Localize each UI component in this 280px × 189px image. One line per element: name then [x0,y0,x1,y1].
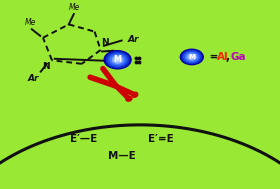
Circle shape [113,56,123,63]
Circle shape [182,50,202,64]
Text: Al: Al [217,52,228,62]
Text: Ga: Ga [231,52,246,62]
Text: N: N [42,62,50,71]
Circle shape [115,85,117,87]
Circle shape [180,49,203,65]
Circle shape [187,54,196,60]
Circle shape [110,55,125,65]
Circle shape [186,53,198,61]
Circle shape [115,58,121,62]
Circle shape [104,51,131,69]
Text: Me: Me [69,3,80,12]
Text: M—E: M—E [108,151,136,161]
Text: Ar: Ar [127,35,139,44]
Circle shape [189,55,194,59]
Circle shape [184,52,200,62]
Circle shape [106,52,129,67]
Circle shape [108,53,127,66]
Text: M: M [188,54,195,60]
Text: =: = [206,52,222,62]
Text: Ar: Ar [28,74,39,83]
Text: N: N [101,38,109,46]
Text: M: M [114,55,122,64]
Text: Me: Me [24,18,36,27]
Text: ,: , [226,52,234,62]
Text: E′=E: E′=E [148,134,174,144]
Text: E′—E: E′—E [70,134,98,144]
